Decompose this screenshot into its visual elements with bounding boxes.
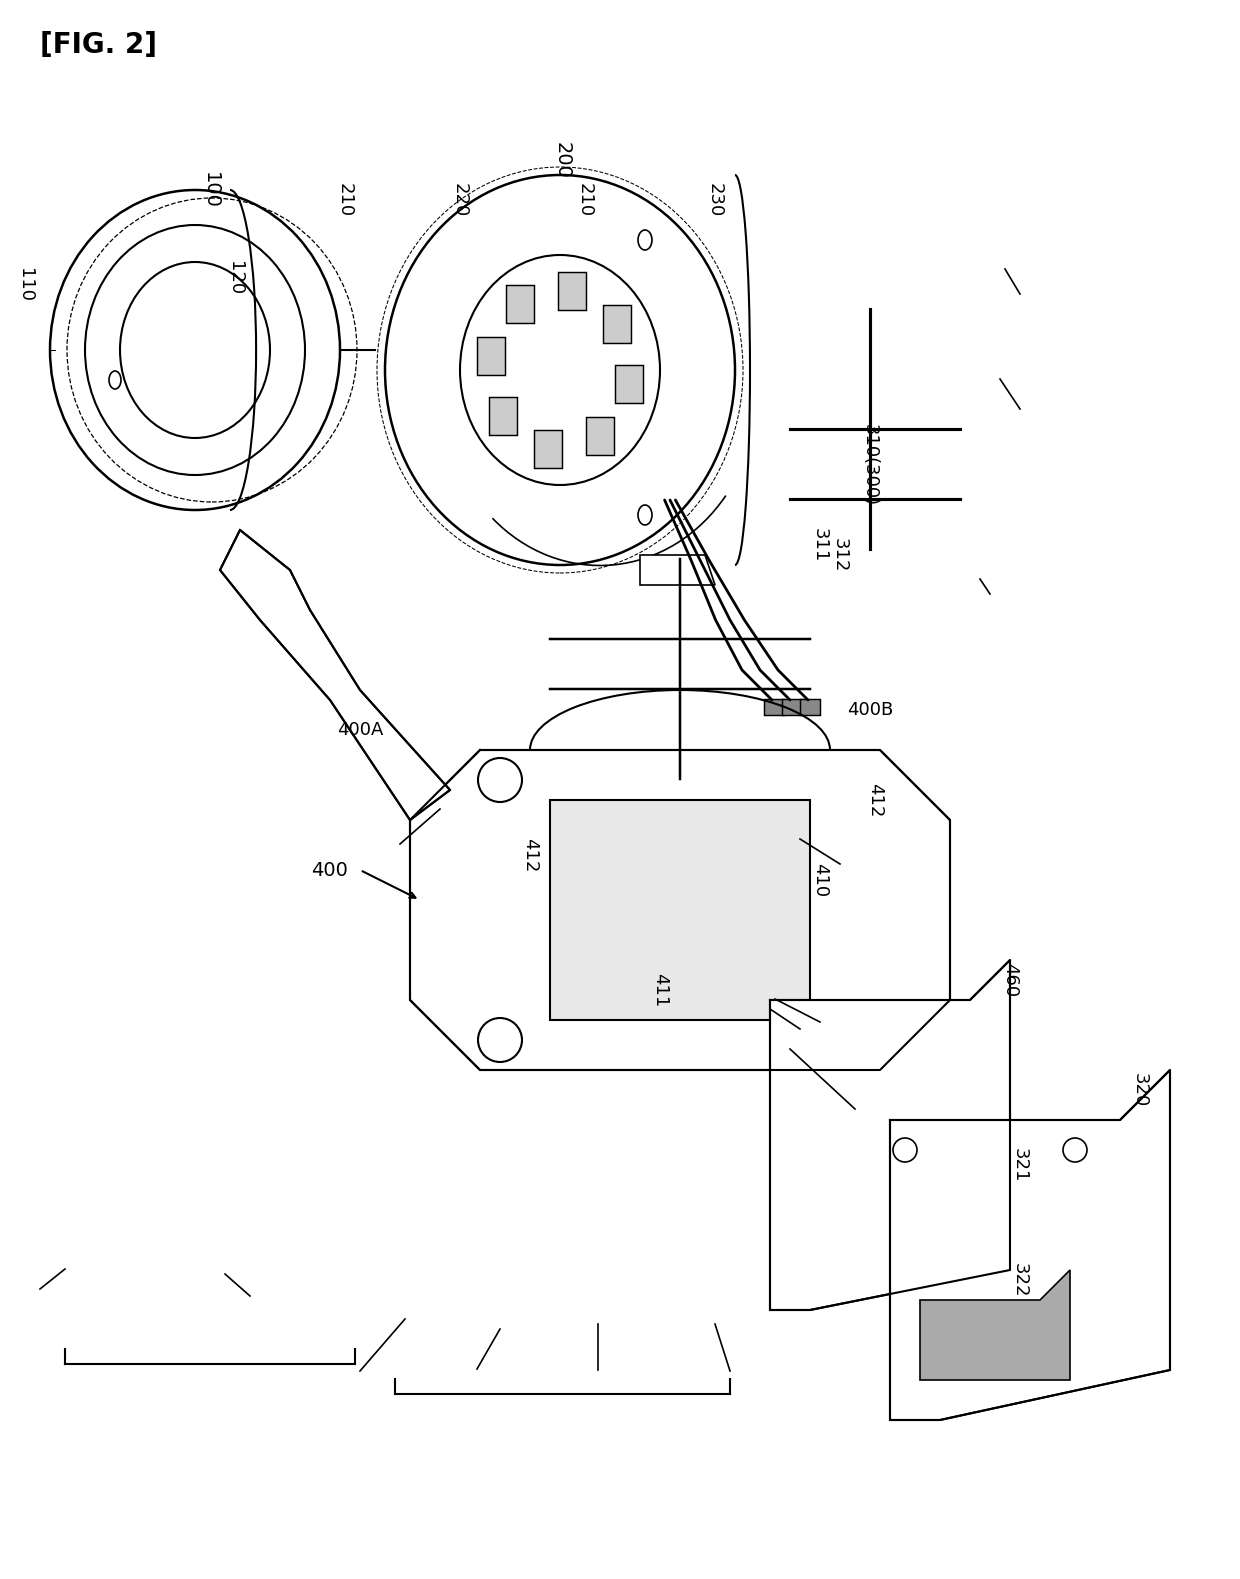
Text: 220: 220	[451, 183, 469, 218]
Text: 411: 411	[651, 973, 670, 1007]
Polygon shape	[890, 1071, 1171, 1420]
Circle shape	[893, 1138, 918, 1162]
Text: 412: 412	[866, 783, 884, 818]
Text: 210: 210	[336, 183, 353, 216]
Text: 412: 412	[521, 838, 539, 872]
Circle shape	[477, 758, 522, 802]
Text: 400: 400	[311, 861, 348, 880]
Text: 400A: 400A	[337, 722, 383, 739]
FancyBboxPatch shape	[506, 286, 534, 324]
FancyBboxPatch shape	[534, 429, 562, 469]
Text: 110: 110	[16, 268, 33, 302]
FancyBboxPatch shape	[558, 272, 587, 309]
Text: 310(300): 310(300)	[861, 423, 879, 505]
Bar	[800, 699, 820, 715]
FancyBboxPatch shape	[615, 365, 642, 403]
FancyBboxPatch shape	[477, 336, 505, 376]
Ellipse shape	[639, 231, 652, 249]
Polygon shape	[551, 801, 810, 1020]
Text: 322: 322	[1011, 1263, 1029, 1298]
Text: 400B: 400B	[847, 701, 893, 718]
Text: 100: 100	[201, 172, 219, 208]
Ellipse shape	[109, 371, 122, 388]
Bar	[782, 699, 802, 715]
Polygon shape	[640, 554, 715, 584]
FancyBboxPatch shape	[587, 417, 614, 455]
Text: 312: 312	[831, 538, 849, 572]
Polygon shape	[770, 960, 1011, 1311]
Text: 321: 321	[1011, 1148, 1029, 1183]
Text: 200: 200	[553, 142, 572, 178]
Text: 210: 210	[577, 183, 594, 216]
Text: 460: 460	[1001, 963, 1019, 996]
Text: 410: 410	[811, 864, 830, 897]
Circle shape	[477, 1018, 522, 1063]
Ellipse shape	[639, 505, 652, 524]
Polygon shape	[920, 1270, 1070, 1380]
Text: 311: 311	[811, 527, 830, 562]
FancyBboxPatch shape	[604, 305, 631, 343]
Bar	[764, 699, 784, 715]
FancyBboxPatch shape	[489, 398, 517, 436]
Text: 120: 120	[226, 261, 244, 295]
Text: 230: 230	[706, 183, 724, 218]
Circle shape	[1063, 1138, 1087, 1162]
Polygon shape	[219, 531, 450, 820]
Text: 320: 320	[1131, 1072, 1149, 1107]
Polygon shape	[410, 750, 950, 1071]
Text: [FIG. 2]: [FIG. 2]	[40, 32, 157, 58]
